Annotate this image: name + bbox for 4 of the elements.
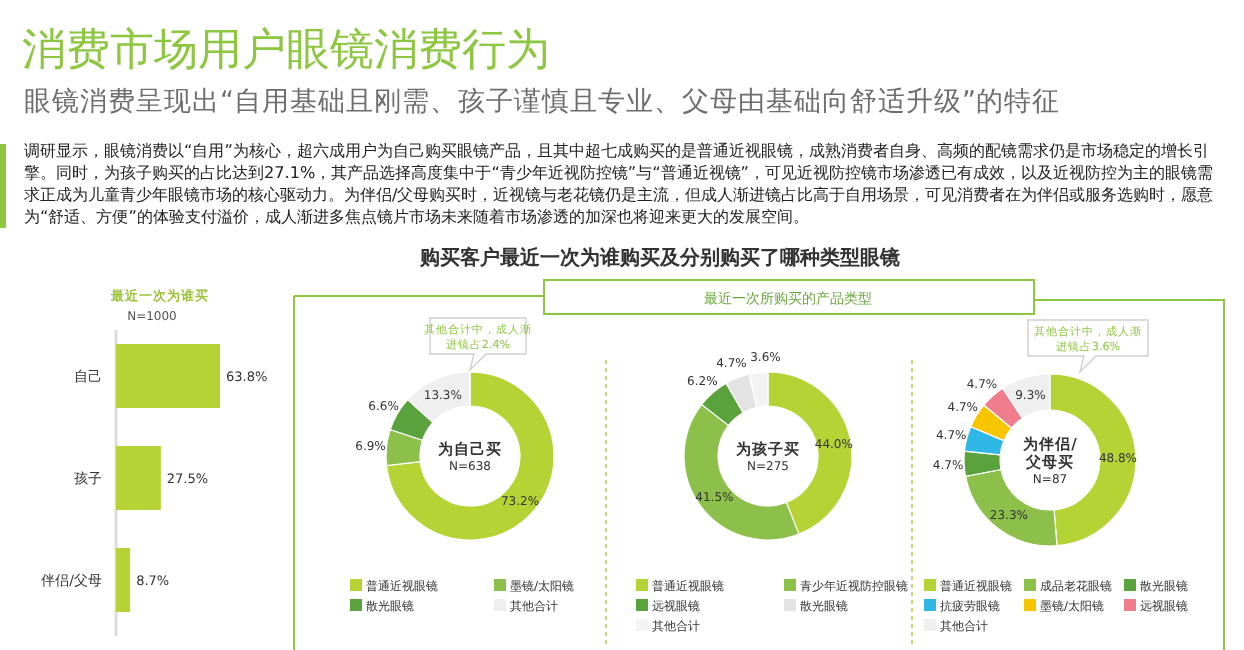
text: 消费市场用户眼镜消费行为 bbox=[22, 24, 550, 80]
text: 眼镜消费呈现出“自用基础且刚需、孩子谨慎且专业、父母由基础向舒适升级”的特征 bbox=[24, 84, 1060, 120]
text: 调研显示，眼镜消费以“自用”为核心，超六成用户为自己购买眼镜产品，且其中超七成购买的是普通近视眼镜，成熟消费者自身、高频的配镜需求仍是市场稳定的增长引擎。同时，为孩子购买的占比达到27.1%，其产品选择高度集中于“青少年近视防控镜”与“普通近视镜”，可见近视防控镜市场渗透已有成效，以及近视防控为主的眼镜需求正成为儿童青少年眼镜市场的核心驱动力。为伴侣/父母购买时，近视镜与老花镜仍是主流，但成人渐进镜占比高于自用场景，可见消费者在为伴侣或服务选购时，愿意为“舒适、方便”的体验支付溢价，成人渐进多焦点镜片市场未来随着市场渗透的加深也将迎来更大的发展空间。 bbox=[24, 140, 1216, 228]
text: 购买客户最近一次为谁购买及分别购买了哪种类型眼镜 bbox=[418, 244, 902, 272]
